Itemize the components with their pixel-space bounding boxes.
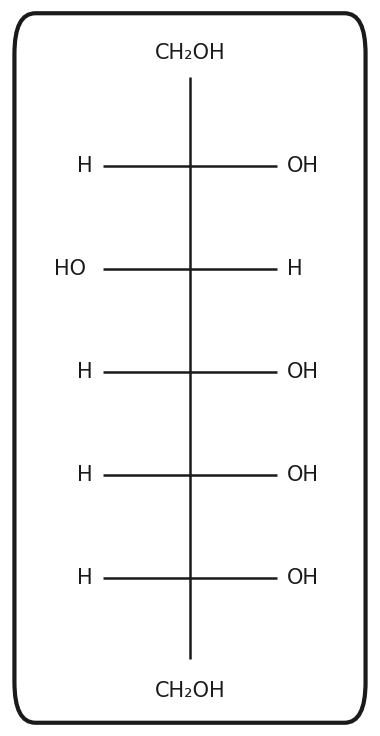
- Text: H: H: [78, 361, 93, 382]
- Text: HO: HO: [54, 258, 86, 279]
- Text: H: H: [78, 567, 93, 588]
- Text: CH₂OH: CH₂OH: [155, 43, 225, 63]
- Text: CH₂OH: CH₂OH: [155, 681, 225, 701]
- Text: OH: OH: [287, 155, 319, 176]
- FancyBboxPatch shape: [14, 13, 366, 723]
- Text: H: H: [78, 464, 93, 485]
- Text: H: H: [287, 258, 302, 279]
- Text: OH: OH: [287, 464, 319, 485]
- Text: OH: OH: [287, 567, 319, 588]
- Text: H: H: [78, 155, 93, 176]
- Text: OH: OH: [287, 361, 319, 382]
